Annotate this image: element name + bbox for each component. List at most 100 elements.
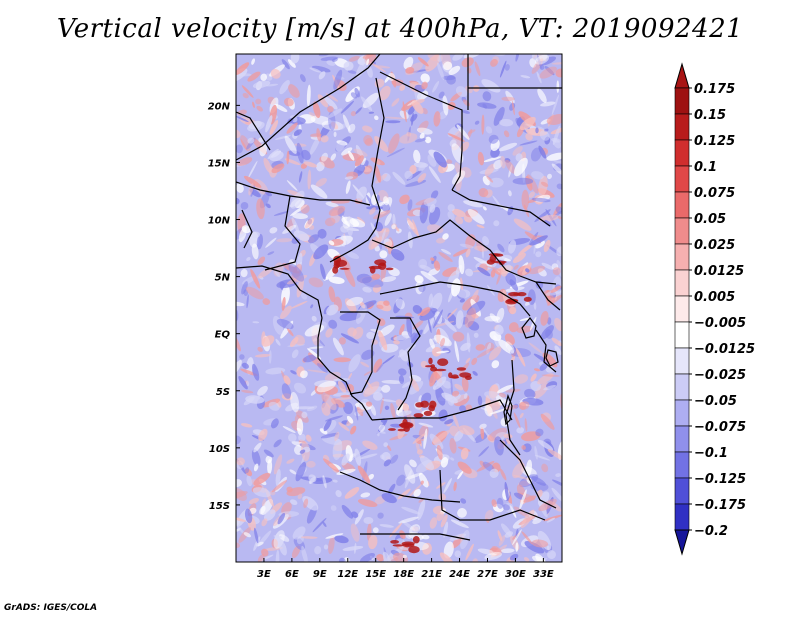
colorbar-label: 0.15 xyxy=(694,108,726,123)
field-cell xyxy=(460,530,470,550)
latitude-axis: 20N 15N 10N 5N EQ 5S 10S 15S xyxy=(208,101,240,512)
field-cell xyxy=(306,84,311,107)
field-cell xyxy=(551,163,562,176)
field-cell xyxy=(278,540,287,556)
updraft-core xyxy=(437,358,449,367)
field-cell xyxy=(236,517,246,522)
field-cell xyxy=(541,463,549,473)
field-cell xyxy=(316,161,325,172)
field-cell xyxy=(423,317,435,335)
field-cell xyxy=(524,388,536,399)
field-cell xyxy=(243,396,255,406)
field-cell xyxy=(391,98,400,107)
field-cell xyxy=(512,146,523,156)
field-cell xyxy=(508,322,519,333)
boundary-line xyxy=(241,209,253,249)
field-cell xyxy=(447,211,455,221)
field-cell xyxy=(334,431,340,442)
field-cell xyxy=(458,255,465,275)
updraft-core xyxy=(339,267,350,270)
lon-tick-label: 15E xyxy=(365,569,386,580)
field-cell xyxy=(301,545,308,562)
field-cell xyxy=(514,157,528,177)
field-cell xyxy=(319,428,328,435)
colorbar-swatch xyxy=(674,451,690,479)
field-cell xyxy=(340,333,359,344)
field-cell xyxy=(523,557,530,562)
field-cell xyxy=(459,298,466,303)
field-cell xyxy=(333,131,337,137)
field-cell xyxy=(430,257,435,261)
field-cell xyxy=(374,115,379,121)
field-cell xyxy=(497,243,505,253)
field-cell xyxy=(333,69,343,90)
field-cell xyxy=(494,324,504,335)
field-cell xyxy=(513,218,532,231)
field-cell xyxy=(323,394,337,411)
field-cell xyxy=(420,73,430,83)
field-cell xyxy=(309,67,322,73)
field-cell xyxy=(340,394,351,398)
field-cell xyxy=(280,305,292,319)
field-cell xyxy=(292,526,306,540)
field-cell xyxy=(328,319,338,329)
field-cell xyxy=(457,508,467,518)
field-cell xyxy=(293,382,307,394)
field-cell xyxy=(350,111,357,117)
field-cell xyxy=(381,493,397,504)
colorbar-swatch xyxy=(674,139,690,167)
field-cell xyxy=(357,498,378,508)
field-cell xyxy=(273,211,289,216)
field-cell xyxy=(529,235,548,246)
field-cell xyxy=(331,398,345,408)
colorbar-swatch xyxy=(674,347,690,375)
field-cell xyxy=(437,62,445,81)
field-cell xyxy=(439,337,446,347)
field-cell xyxy=(538,56,557,66)
field-cell xyxy=(395,298,405,310)
field-cell xyxy=(452,54,464,61)
field-cell xyxy=(325,533,344,539)
colorbar-swatch xyxy=(674,217,690,245)
field-cell xyxy=(374,165,382,183)
field-cell xyxy=(308,234,319,244)
colorbar-swatch xyxy=(674,503,690,531)
boundary-line xyxy=(535,281,561,311)
field-cell xyxy=(500,548,515,554)
field-cell xyxy=(378,330,388,351)
field-cell xyxy=(496,497,504,509)
field-cell xyxy=(344,176,354,180)
field-cell xyxy=(477,548,498,556)
field-cell xyxy=(371,273,381,280)
field-cell xyxy=(474,245,488,252)
field-cell xyxy=(485,126,493,134)
boundary-line xyxy=(390,317,421,411)
field-cell xyxy=(320,432,339,439)
field-cell xyxy=(551,487,562,503)
updraft-core xyxy=(450,376,460,379)
field-cell xyxy=(398,368,407,376)
updraft-core xyxy=(423,410,433,416)
field-cell xyxy=(325,328,333,338)
field-cell xyxy=(279,79,290,95)
field-cell xyxy=(536,54,542,69)
field-cell xyxy=(244,467,250,474)
field-cell xyxy=(418,472,429,488)
field-cell xyxy=(320,135,329,143)
field-cell xyxy=(370,404,377,416)
field-cell xyxy=(484,163,496,177)
field-cell xyxy=(290,370,297,375)
field-cell xyxy=(513,264,519,270)
field-cell xyxy=(498,535,506,547)
field-cell xyxy=(515,542,519,552)
field-cell xyxy=(261,498,266,507)
field-cell xyxy=(460,447,469,460)
field-cell xyxy=(236,183,244,193)
updraft-core xyxy=(385,267,394,271)
field-cell xyxy=(447,204,455,212)
lon-tick-label: 18E xyxy=(393,569,414,580)
field-cell xyxy=(361,349,375,360)
field-cell xyxy=(248,120,262,130)
field-cell xyxy=(273,439,282,448)
